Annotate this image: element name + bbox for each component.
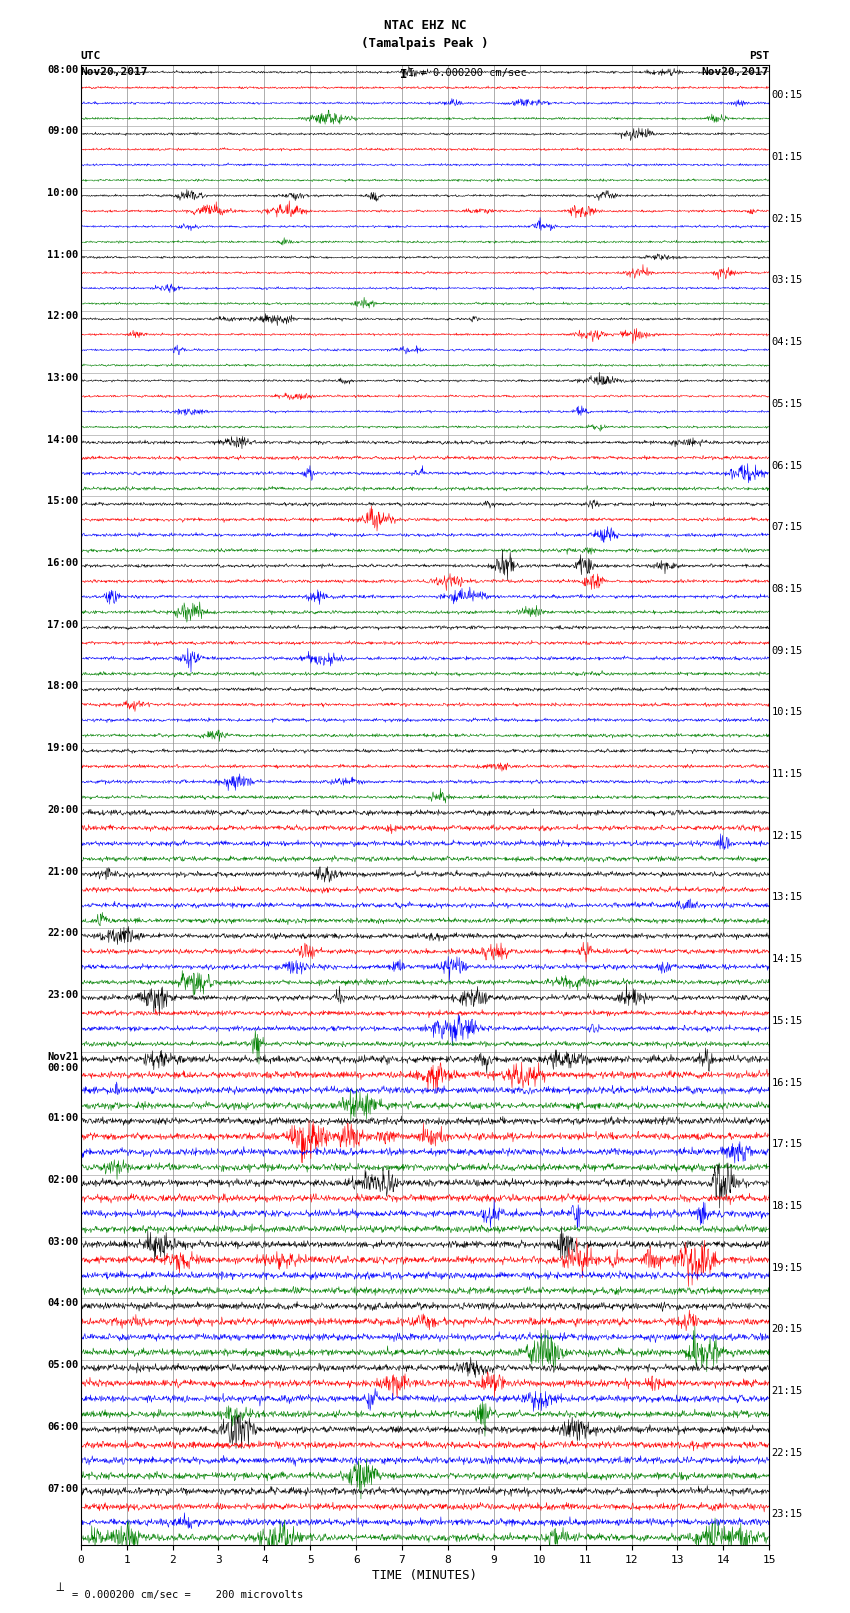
Text: 06:15: 06:15 bbox=[771, 461, 802, 471]
Text: 13:15: 13:15 bbox=[771, 892, 802, 902]
Text: 19:15: 19:15 bbox=[771, 1263, 802, 1273]
Text: 15:00: 15:00 bbox=[48, 497, 79, 506]
Text: I: I bbox=[400, 68, 407, 81]
Text: Nov20,2017: Nov20,2017 bbox=[81, 68, 148, 77]
Text: Nov20,2017: Nov20,2017 bbox=[702, 68, 769, 77]
Text: Nov21
00:00: Nov21 00:00 bbox=[48, 1052, 79, 1073]
Text: 00:15: 00:15 bbox=[771, 90, 802, 100]
Text: 20:15: 20:15 bbox=[771, 1324, 802, 1334]
Text: 17:15: 17:15 bbox=[771, 1139, 802, 1148]
Text: 07:00: 07:00 bbox=[48, 1484, 79, 1494]
Text: 05:00: 05:00 bbox=[48, 1360, 79, 1369]
Text: 01:15: 01:15 bbox=[771, 152, 802, 161]
Text: 01:00: 01:00 bbox=[48, 1113, 79, 1123]
Text: 08:00: 08:00 bbox=[48, 65, 79, 74]
Text: 11:00: 11:00 bbox=[48, 250, 79, 260]
Text: 13:00: 13:00 bbox=[48, 373, 79, 382]
Text: 23:15: 23:15 bbox=[771, 1510, 802, 1519]
Text: 19:00: 19:00 bbox=[48, 744, 79, 753]
Text: 18:15: 18:15 bbox=[771, 1202, 802, 1211]
Text: $\perp$: $\perp$ bbox=[54, 1581, 65, 1594]
Text: 07:15: 07:15 bbox=[771, 523, 802, 532]
Text: 05:15: 05:15 bbox=[771, 398, 802, 408]
Text: I = 0.000200 cm/sec: I = 0.000200 cm/sec bbox=[408, 68, 527, 77]
Text: 21:15: 21:15 bbox=[771, 1386, 802, 1395]
Text: 09:00: 09:00 bbox=[48, 126, 79, 135]
Text: 14:15: 14:15 bbox=[771, 955, 802, 965]
Text: 17:00: 17:00 bbox=[48, 619, 79, 629]
Text: 22:00: 22:00 bbox=[48, 929, 79, 939]
Text: 11:15: 11:15 bbox=[771, 769, 802, 779]
X-axis label: TIME (MINUTES): TIME (MINUTES) bbox=[372, 1569, 478, 1582]
Text: = 0.000200 cm/sec =    200 microvolts: = 0.000200 cm/sec = 200 microvolts bbox=[72, 1590, 303, 1600]
Text: 18:00: 18:00 bbox=[48, 682, 79, 692]
Text: 21:00: 21:00 bbox=[48, 866, 79, 876]
Text: 02:00: 02:00 bbox=[48, 1174, 79, 1186]
Text: 16:15: 16:15 bbox=[771, 1077, 802, 1087]
Text: 03:00: 03:00 bbox=[48, 1237, 79, 1247]
Text: 04:15: 04:15 bbox=[771, 337, 802, 347]
Text: 08:15: 08:15 bbox=[771, 584, 802, 594]
Text: NTAC EHZ NC: NTAC EHZ NC bbox=[383, 19, 467, 32]
Text: 09:15: 09:15 bbox=[771, 645, 802, 655]
Text: 02:15: 02:15 bbox=[771, 215, 802, 224]
Text: 14:00: 14:00 bbox=[48, 436, 79, 445]
Text: 20:00: 20:00 bbox=[48, 805, 79, 815]
Text: (Tamalpais Peak ): (Tamalpais Peak ) bbox=[361, 37, 489, 50]
Text: 15:15: 15:15 bbox=[771, 1016, 802, 1026]
Text: 10:00: 10:00 bbox=[48, 189, 79, 198]
Text: 16:00: 16:00 bbox=[48, 558, 79, 568]
Text: 12:15: 12:15 bbox=[771, 831, 802, 840]
Text: UTC: UTC bbox=[81, 52, 101, 61]
Text: 03:15: 03:15 bbox=[771, 276, 802, 286]
Text: 10:15: 10:15 bbox=[771, 708, 802, 718]
Text: 06:00: 06:00 bbox=[48, 1423, 79, 1432]
Text: 04:00: 04:00 bbox=[48, 1298, 79, 1308]
Text: 12:00: 12:00 bbox=[48, 311, 79, 321]
Text: 22:15: 22:15 bbox=[771, 1448, 802, 1458]
Text: 23:00: 23:00 bbox=[48, 990, 79, 1000]
Text: PST: PST bbox=[749, 52, 769, 61]
